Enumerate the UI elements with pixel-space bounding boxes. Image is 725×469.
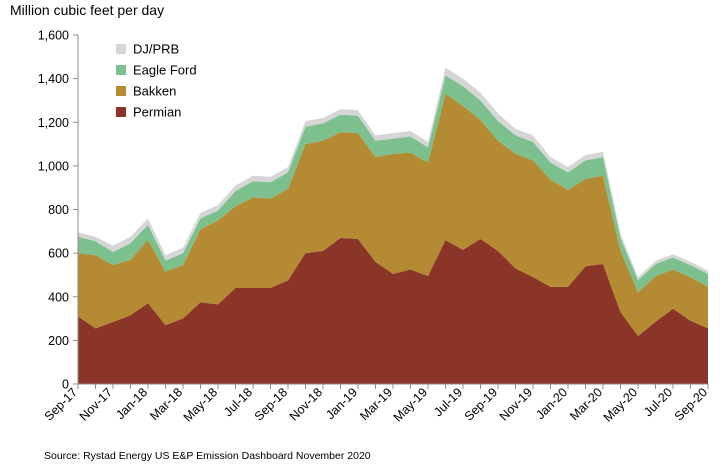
x-tick-label: Sep-17 [42,385,80,423]
x-tick-label: Mar-20 [567,385,605,423]
y-tick-label: 800 [48,203,69,217]
area-bakken [78,93,708,337]
source-note: Source: Rystad Energy US E&P Emission Da… [44,450,371,462]
x-tick-label: Sep-18 [252,385,290,423]
legend-label: DJ/PRB [133,42,179,57]
legend: DJ/PRB Eagle Ford Bakken Permian [116,42,197,120]
y-tick-labels: 0 200 400 600 800 1,000 1,200 1,400 1,600 [38,29,69,392]
y-tick-label: 0 [62,378,69,392]
x-tick-label: May-19 [391,385,430,424]
x-tick-label: Jul-20 [641,385,675,419]
y-tick-label: 1,600 [38,29,69,43]
y-tick-label: 200 [48,334,69,348]
y-tick-label: 600 [48,247,69,261]
x-tick-label: Mar-19 [357,385,395,423]
x-tick-label: Jul-18 [221,385,255,419]
x-tick-label: Nov-19 [497,385,535,423]
y-axis-unit-label: Million cubic feet per day [10,2,165,18]
area-permian [78,237,708,384]
x-tick-label: Nov-18 [287,385,325,423]
stacked-area-chart: 0 200 400 600 800 1,000 1,200 1,400 1,600 Sep-17… [38,29,710,425]
y-tick-label: 1,200 [38,116,69,130]
legend-swatch [116,86,126,96]
x-tick-label: Jan-19 [323,385,360,422]
x-tick-label: Jan-20 [533,385,570,422]
x-tick-label: Jul-19 [431,385,465,419]
legend-swatch [116,65,126,75]
x-tick-label: May-20 [601,385,640,424]
y-tick-label: 1,400 [38,72,69,86]
y-tick-label: 400 [48,290,69,304]
x-tick-label: Sep-20 [672,385,710,423]
x-tick-label: Nov-17 [77,385,115,423]
legend-label: Permian [133,105,181,120]
x-tick-label: Mar-18 [147,385,185,423]
x-tick-label: May-18 [181,385,220,424]
legend-swatch [116,107,126,117]
x-tick-label: Jan-18 [113,385,150,422]
legend-label: Bakken [133,84,176,99]
x-tick-label: Sep-19 [462,385,500,423]
y-tick-label: 1,000 [38,159,69,173]
area-layers [78,67,708,384]
legend-swatch [116,44,126,54]
axes [73,34,709,389]
legend-label: Eagle Ford [133,63,197,78]
